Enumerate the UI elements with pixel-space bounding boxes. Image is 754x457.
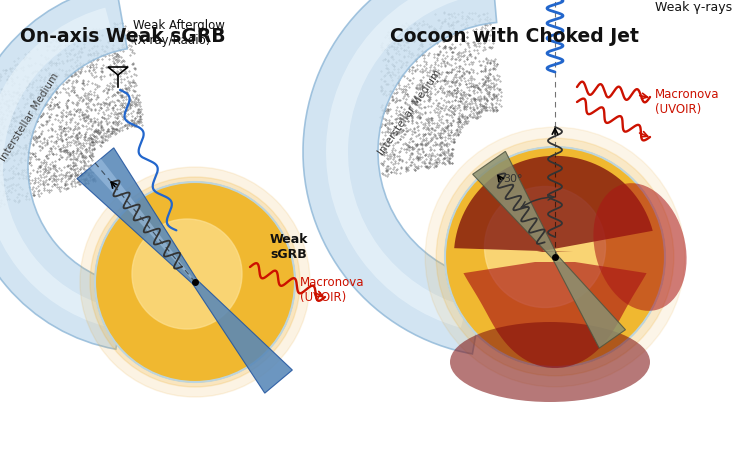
Polygon shape	[553, 255, 626, 348]
Text: Macronova
(UVOIR): Macronova (UVOIR)	[300, 276, 364, 304]
Text: 30°: 30°	[503, 174, 523, 184]
Text: Weak
sGRB: Weak sGRB	[270, 233, 308, 261]
Circle shape	[425, 127, 685, 387]
Polygon shape	[473, 151, 557, 259]
Circle shape	[80, 167, 310, 397]
Circle shape	[90, 177, 300, 387]
Wedge shape	[0, 0, 127, 349]
Wedge shape	[326, 0, 480, 328]
Polygon shape	[464, 262, 647, 368]
Wedge shape	[303, 0, 497, 354]
Polygon shape	[77, 148, 198, 284]
Text: Weak γ-rays: Weak γ-rays	[655, 0, 732, 14]
Text: Macronova
(UVOIR): Macronova (UVOIR)	[655, 88, 719, 116]
Text: Interstellar Medium: Interstellar Medium	[0, 71, 61, 163]
Text: On-axis Weak sGRB: On-axis Weak sGRB	[20, 27, 225, 46]
Wedge shape	[0, 8, 111, 326]
Circle shape	[437, 138, 674, 376]
Circle shape	[132, 219, 242, 329]
Polygon shape	[193, 280, 293, 393]
Ellipse shape	[450, 322, 650, 402]
Polygon shape	[454, 156, 653, 252]
Text: Interstellar Medium: Interstellar Medium	[376, 67, 443, 157]
Text: Cocoon with Choked Jet: Cocoon with Choked Jet	[390, 27, 639, 46]
Polygon shape	[90, 159, 195, 282]
Ellipse shape	[593, 183, 687, 311]
Circle shape	[445, 147, 665, 367]
Circle shape	[95, 182, 295, 382]
Circle shape	[485, 186, 605, 308]
Text: Weak Afterglow
(X-ray/Radio): Weak Afterglow (X-ray/Radio)	[133, 19, 225, 47]
